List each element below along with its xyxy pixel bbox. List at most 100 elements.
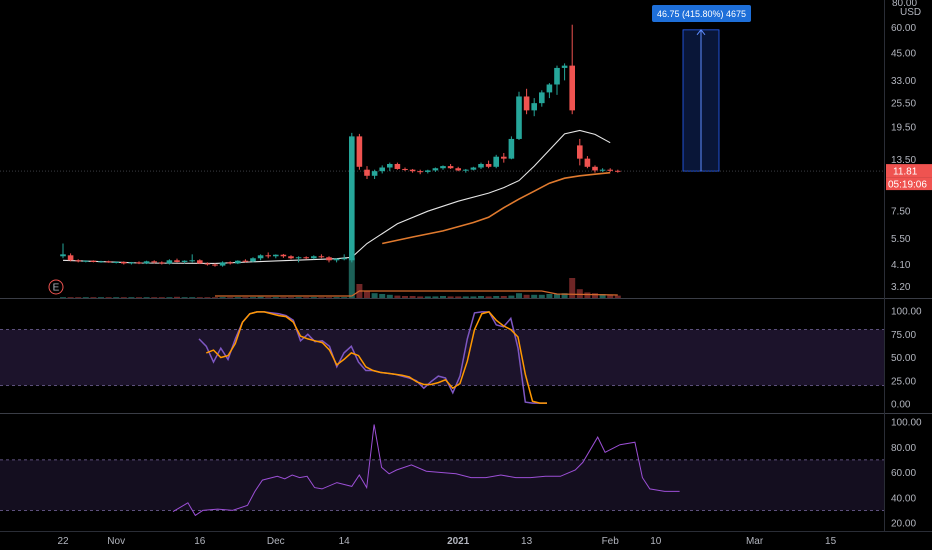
volume-bar <box>341 297 348 298</box>
candle-body <box>212 264 218 266</box>
candle-body <box>67 255 74 261</box>
volume-bar <box>554 294 560 298</box>
candle-body <box>516 96 522 139</box>
price-tick: 5.50 <box>891 234 911 245</box>
candles <box>60 24 621 267</box>
price-tick: 33.00 <box>891 76 916 87</box>
volume-bar <box>295 297 302 298</box>
volume-bars <box>60 258 621 298</box>
time-tick: Feb <box>602 536 620 547</box>
price-tick: 25.50 <box>891 99 916 110</box>
volume-bar <box>402 296 408 298</box>
rsi-tick: 40.00 <box>891 493 916 504</box>
volume-bar <box>424 296 431 298</box>
candle-body <box>569 65 575 111</box>
candle-body <box>356 136 363 167</box>
candle-body <box>265 255 271 257</box>
rsi-tick: 80.00 <box>891 443 916 454</box>
stoch-d-line <box>206 311 547 404</box>
rsi-line <box>172 424 680 517</box>
volume-bar <box>364 290 370 298</box>
volume-bar <box>348 258 355 298</box>
sma-long-line <box>382 171 611 245</box>
candle-body <box>546 84 553 93</box>
volume-bar <box>143 297 150 298</box>
candle-body <box>470 167 477 170</box>
candle-body <box>128 262 135 264</box>
rsi-tick: 20.00 <box>891 519 916 530</box>
candle-body <box>83 260 89 262</box>
candle-body <box>478 163 484 168</box>
candle-body <box>197 260 203 264</box>
volume-bar <box>607 294 614 298</box>
volume-bar <box>417 296 424 298</box>
candle-body <box>447 166 454 169</box>
volume-bar <box>371 293 378 298</box>
time-tick: 15 <box>825 536 837 547</box>
candle-body <box>242 260 249 262</box>
candle-body <box>508 138 515 159</box>
candle-body <box>166 260 173 264</box>
candle-body <box>341 258 347 260</box>
volume-bar <box>462 296 469 298</box>
candle-body <box>440 166 446 169</box>
candle-body <box>379 167 385 172</box>
candle-body <box>121 261 127 264</box>
candle-body <box>280 254 287 257</box>
volume-bar <box>546 294 553 298</box>
stoch-band-fill <box>0 329 884 386</box>
volume-bar <box>196 297 203 298</box>
volume-bar <box>98 297 104 298</box>
volume-bar <box>576 289 583 298</box>
candle-body <box>189 260 195 262</box>
volume-bar <box>82 297 89 298</box>
candle-body <box>607 169 613 171</box>
volume-bar <box>189 297 196 298</box>
candle-body <box>90 260 97 262</box>
volume-bar <box>318 297 325 298</box>
volume-bar <box>151 297 158 298</box>
volume-bar <box>166 297 173 298</box>
time-tick: Nov <box>107 536 125 547</box>
time-tick: 14 <box>339 536 351 547</box>
candle-body <box>402 168 408 170</box>
volume-bar <box>394 295 401 298</box>
candle-body <box>273 254 279 257</box>
volume-bar <box>303 297 310 298</box>
candle-body <box>584 158 591 167</box>
price-tick: 3.20 <box>891 282 911 293</box>
volume-bar <box>379 294 386 298</box>
candle-body <box>485 163 492 167</box>
candle-body <box>326 257 332 261</box>
time-tick: 2021 <box>447 536 470 547</box>
volume-bar <box>569 278 576 298</box>
candle-body <box>159 262 165 264</box>
volume-bar <box>120 297 127 298</box>
measure-label: 46.75 (415.80%) 4675 <box>657 9 746 19</box>
volume-bar <box>561 293 568 298</box>
volume-bar <box>128 297 135 298</box>
volume-bar <box>75 297 82 298</box>
measure-arrow-icon <box>696 29 706 36</box>
volume-bar <box>386 294 393 298</box>
candle-body <box>227 262 233 264</box>
candle-body <box>151 261 157 263</box>
stoch-tick: 25.00 <box>891 376 916 387</box>
candle-body <box>387 163 393 168</box>
volume-bar <box>265 297 272 298</box>
rsi-tick: 100.00 <box>891 418 922 429</box>
price-tick: 4.10 <box>891 260 911 271</box>
stoch-tick: 100.00 <box>891 307 922 318</box>
volume-bar <box>234 297 241 298</box>
volume-bar <box>212 297 218 298</box>
volume-bar <box>516 293 522 298</box>
time-tick: 16 <box>194 536 206 547</box>
volume-bar <box>280 297 287 298</box>
volume-bar <box>584 292 591 298</box>
volume-bar <box>432 296 439 298</box>
time-tick: 10 <box>650 536 662 547</box>
volume-bar <box>158 297 165 298</box>
countdown-label: 05:19:06 <box>888 180 927 191</box>
